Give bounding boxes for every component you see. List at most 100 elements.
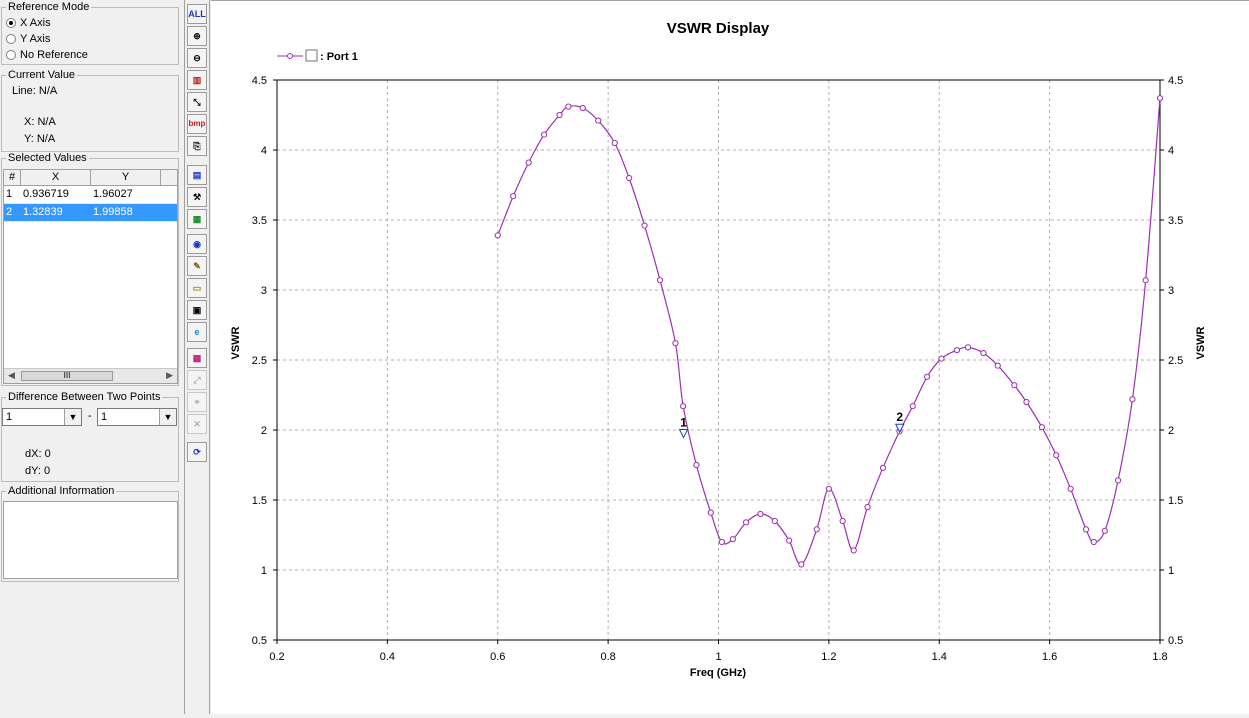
difference-to-select[interactable]: 1 ▼: [97, 408, 177, 426]
refresh-button[interactable]: ⟳: [187, 442, 207, 462]
y-axis-right-ticks: 0.5 1 1.5 2 2.5 3 3.5 4 4.5: [1160, 75, 1183, 647]
table-button[interactable]: ▦: [187, 209, 207, 229]
web-export-button[interactable]: e: [187, 322, 207, 342]
data-point: [1053, 452, 1060, 459]
row-x: 0.936719: [23, 188, 69, 200]
save-button[interactable]: ▣: [187, 300, 207, 320]
data-point: [813, 526, 820, 533]
y-tick-label-right: 0.5: [1168, 635, 1183, 647]
data-point: [771, 517, 778, 525]
data-point: [909, 403, 916, 410]
scroll-thumb[interactable]: III: [21, 371, 113, 381]
color-map-button[interactable]: ▩: [187, 348, 207, 368]
marker-list-button[interactable]: ▤: [187, 165, 207, 185]
tools-button[interactable]: ⚒: [187, 187, 207, 207]
selected-values-grid[interactable]: # X Y 1 0.936719 1.96027 2 1.32839 1.998…: [3, 169, 178, 384]
col-header-x[interactable]: X: [21, 170, 91, 185]
color-map-icon: ▩: [192, 353, 202, 363]
delete-icon: ✕: [193, 419, 201, 429]
selected-values-title: Selected Values: [6, 152, 89, 164]
row-x: 1.32839: [23, 206, 63, 218]
data-point: [565, 103, 572, 110]
chart-area[interactable]: VSWR Display 0.5 1 1.5 2 2.5 3 3.5 4 4.5 0.5 1 1.5…: [211, 0, 1249, 714]
x-tick-label: 1.4: [932, 651, 947, 663]
row-index: 1: [6, 188, 13, 200]
data-point: [1156, 95, 1164, 102]
y-axis-left-ticks: 0.5 1 1.5 2 2.5 3 3.5 4 4.5: [252, 75, 277, 647]
x-tick-label: 1.2: [821, 651, 836, 663]
radio-x-axis[interactable]: X Axis: [6, 16, 51, 30]
current-line-value: Line: N/A: [12, 85, 58, 97]
y-tick-label-left: 1.5: [252, 495, 267, 507]
bmp-export-label: bmp: [188, 119, 206, 128]
zoom-out-button[interactable]: ⊖: [187, 48, 207, 68]
zoom-all-button[interactable]: ALL: [187, 4, 207, 24]
table-row-selected[interactable]: 2 1.32839 1.99858: [4, 204, 177, 222]
zoom-in-button[interactable]: ⊕: [187, 26, 207, 46]
y-tick-label-left: 3.5: [252, 215, 267, 227]
edit-pen-button[interactable]: ✎: [187, 256, 207, 276]
view-button[interactable]: ◉: [187, 234, 207, 254]
fit-button[interactable]: ⤢: [187, 370, 207, 390]
bmp-export-button[interactable]: bmp: [187, 114, 207, 134]
data-point: [718, 538, 725, 546]
x-tick-label: 0.4: [380, 651, 395, 663]
additional-info-box[interactable]: [3, 501, 178, 579]
row-y: 1.96027: [93, 188, 133, 200]
chevron-down-icon[interactable]: ▼: [64, 409, 81, 425]
table-row[interactable]: 1 0.936719 1.96027: [4, 186, 177, 204]
data-point: [656, 277, 664, 284]
data-point: [757, 510, 764, 518]
marker-list-icon: ▤: [192, 170, 202, 180]
edit-pen-icon: ✎: [193, 261, 201, 271]
radio-no-reference[interactable]: No Reference: [6, 48, 88, 62]
data-point: [1067, 485, 1074, 492]
scroll-right-icon[interactable]: ▶: [166, 370, 173, 380]
xy-axis-button[interactable]: ⤡: [187, 92, 207, 112]
radio-no-reference-indicator[interactable]: [6, 50, 16, 60]
data-point: [964, 344, 972, 351]
side-panel: Reference Mode X Axis Y Axis No Referenc…: [0, 0, 183, 714]
tools-icon: ⚒: [192, 192, 202, 202]
crosshair-icon: ⌖: [194, 397, 200, 407]
current-y-value: Y: N/A: [24, 133, 56, 145]
radio-y-axis[interactable]: Y Axis: [6, 32, 50, 46]
scroll-left-icon[interactable]: ◀: [8, 370, 15, 380]
data-point: [672, 340, 679, 347]
grid-lines: [277, 80, 1160, 640]
data-point: [729, 536, 736, 543]
difference-from-select[interactable]: 1 ▼: [2, 408, 82, 426]
col-header-y[interactable]: Y: [91, 170, 161, 185]
refresh-icon: ⟳: [193, 447, 201, 457]
col-header-index[interactable]: #: [4, 170, 21, 185]
y-tick-label-left: 4: [261, 145, 267, 157]
grid-header: # X Y: [4, 170, 177, 186]
additional-info-title: Additional Information: [6, 485, 117, 497]
data-point: [786, 537, 793, 544]
grid-horizontal-scrollbar[interactable]: ◀ III ▶: [4, 368, 177, 383]
data-point: [798, 561, 805, 568]
legend-checkbox[interactable]: [305, 49, 318, 62]
marker-triangle: [894, 423, 905, 434]
radio-x-axis-indicator[interactable]: [6, 18, 16, 28]
data-point: [864, 503, 871, 511]
row-y: 1.99858: [93, 206, 133, 218]
vswr-chart[interactable]: VSWR Display 0.5 1 1.5 2 2.5 3 3.5 4 4.5 0.5 1 1.5…: [211, 1, 1249, 715]
legend-label: : Port 1: [320, 51, 358, 63]
data-point: [510, 193, 517, 200]
xy-axis-icon: ⤡: [193, 97, 201, 107]
axis-scale-button[interactable]: ▥: [187, 70, 207, 90]
legend[interactable]: : Port 1: [277, 49, 358, 63]
delete-button[interactable]: ✕: [187, 414, 207, 434]
radio-y-axis-indicator[interactable]: [6, 34, 16, 44]
vertical-toolbar: ALL ⊕ ⊖ ▥ ⤡ bmp ⎘ ▤ ⚒ ▦ ◉ ✎ ▭ ▣ e ▩ ⤢ ⌖ …: [184, 0, 210, 714]
data-point: [1101, 527, 1108, 534]
y-tick-label-left: 2.5: [252, 355, 267, 367]
crosshair-button[interactable]: ⌖: [187, 392, 207, 412]
chevron-down-icon[interactable]: ▼: [159, 409, 176, 425]
copy-button[interactable]: ⎘: [187, 136, 207, 156]
open-folder-button[interactable]: ▭: [187, 278, 207, 298]
y-tick-label-right: 2: [1168, 425, 1174, 437]
data-point: [839, 517, 846, 525]
legend-marker: [287, 53, 293, 59]
